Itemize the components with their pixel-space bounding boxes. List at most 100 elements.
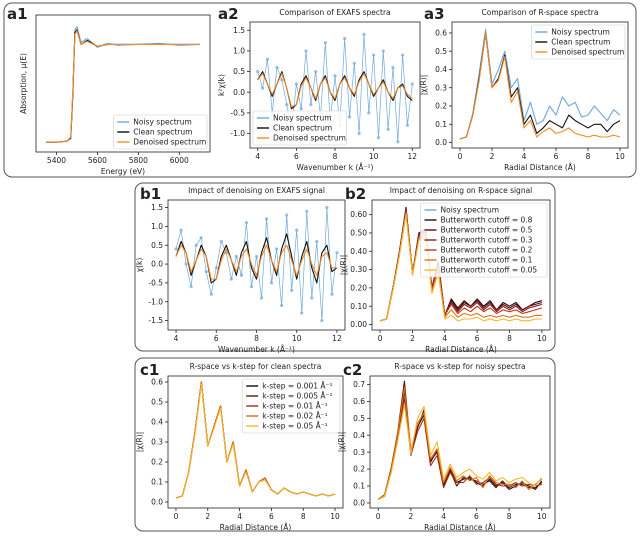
data-point <box>275 247 279 251</box>
plot-frame <box>35 14 211 153</box>
y-tick-label: -0.5 <box>148 278 163 287</box>
x-tick-label: 5800 <box>129 156 148 165</box>
data-point <box>256 69 260 74</box>
data-point <box>381 49 385 53</box>
data-point <box>314 69 318 74</box>
y-tick-label: 0.0 <box>233 88 245 97</box>
chart-title: Impact of denoising on R-space signal <box>390 186 533 195</box>
series-line <box>377 404 543 500</box>
x-tick-label: 6 <box>294 152 299 161</box>
data-point <box>401 53 405 57</box>
data-point <box>189 285 193 289</box>
x-tick-label: 10 <box>369 152 379 161</box>
data-point <box>309 103 313 107</box>
data-point <box>209 292 213 296</box>
data-point <box>269 281 274 285</box>
y-axis-label: |χ(R)| <box>337 432 346 452</box>
y-tick-label: 0.0 <box>151 260 163 269</box>
data-point <box>367 111 371 115</box>
x-tick-label: 12 <box>407 152 417 161</box>
series-line <box>377 387 543 500</box>
data-point <box>304 49 308 53</box>
y-tick-label: 0.2 <box>151 458 163 467</box>
x-tick-label: 2 <box>490 152 495 161</box>
data-point <box>315 239 319 244</box>
data-point <box>184 262 188 266</box>
data-point <box>320 318 324 323</box>
legend-box <box>241 378 341 434</box>
y-tick-label: 0.3 <box>353 448 365 457</box>
legend-label: Butterworth cutoff = 0.1 <box>441 256 533 265</box>
plot-frame <box>249 21 421 149</box>
y-tick-label: 0.5 <box>353 414 365 423</box>
y-tick-label: 0.60 <box>350 210 367 219</box>
x-tick-label: 2 <box>205 512 210 521</box>
data-point <box>249 285 254 289</box>
series-line <box>459 32 621 140</box>
data-point <box>310 296 314 300</box>
plot-frame <box>369 375 551 509</box>
legend-label: Butterworth cutoff = 0.5 <box>441 226 533 235</box>
data-point <box>357 131 361 136</box>
y-axis-label: k²χ(k) <box>217 74 226 96</box>
y-tick-label: 0.4 <box>353 431 365 440</box>
x-tick-label: 5600 <box>88 156 107 165</box>
x-tick-label: 0 <box>458 152 463 161</box>
x-tick-label: 4 <box>441 512 446 521</box>
legend-label: Noisy spectrum <box>551 28 610 37</box>
legend-label: Noisy spectrum <box>273 114 332 123</box>
plot-frame <box>167 375 344 509</box>
x-tick-label: 8 <box>507 334 512 343</box>
x-tick-label: 6 <box>474 512 479 521</box>
data-point <box>343 36 347 41</box>
y-tick-label: 0.5 <box>435 47 447 56</box>
x-axis-label: Wavenumber k (Å⁻¹) <box>218 345 295 354</box>
y-tick-label: -0.5 <box>230 108 245 117</box>
x-tick-label: 4 <box>255 152 260 161</box>
x-tick-label: 2 <box>410 334 415 343</box>
x-tick-label: 4 <box>237 512 242 521</box>
x-tick-label: 6 <box>554 152 559 161</box>
data-point <box>214 266 218 270</box>
chart-title: Impact of denoising on EXAFS signal <box>188 186 325 195</box>
legend-label: Butterworth cutoff = 0.05 <box>441 266 538 275</box>
y-tick-label: 0.6 <box>353 397 365 406</box>
data-point <box>234 254 238 259</box>
x-tick-label: 6 <box>269 512 274 521</box>
chart-title: R-space vs k-step for noisy spectra <box>394 362 525 371</box>
data-point <box>372 53 376 57</box>
legend-label: Butterworth cutoff = 0.8 <box>441 216 533 225</box>
series-line <box>257 73 413 108</box>
series-line <box>46 30 200 143</box>
data-point <box>352 61 356 65</box>
data-point <box>259 296 264 300</box>
chart-title: Comparison of R-space spectra <box>482 8 599 17</box>
x-axis-label: Wavenumber k (Å⁻¹) <box>297 163 374 172</box>
y-axis-label: χ(k) <box>135 258 144 273</box>
data-point <box>405 123 410 127</box>
x-tick-label: 12 <box>332 334 342 343</box>
data-point <box>305 209 309 213</box>
y-tick-label: 0.6 <box>151 378 163 387</box>
y-tick-label: 0.1 <box>353 482 365 491</box>
data-point <box>323 41 327 45</box>
y-axis-label: |χ(R)| <box>135 432 144 452</box>
x-axis-label: Radial Distance (Å) <box>424 523 496 532</box>
data-point <box>229 277 233 281</box>
x-tick-label: 6000 <box>170 156 189 165</box>
series-line <box>175 383 336 499</box>
data-point <box>194 243 198 247</box>
y-tick-label: 0.3 <box>151 438 163 447</box>
y-tick-label: 0.0 <box>353 499 365 508</box>
data-point <box>174 247 178 251</box>
series-line <box>379 214 542 322</box>
panel-label: a3 <box>424 5 445 23</box>
x-tick-label: 10 <box>330 512 340 521</box>
x-tick-label: 6 <box>214 334 219 343</box>
data-point <box>280 78 284 82</box>
data-point <box>333 74 337 78</box>
y-tick-label: 1.5 <box>233 26 245 35</box>
legend-box <box>420 202 548 278</box>
chart-title: R-space vs k-step for clean spectra <box>190 362 322 371</box>
